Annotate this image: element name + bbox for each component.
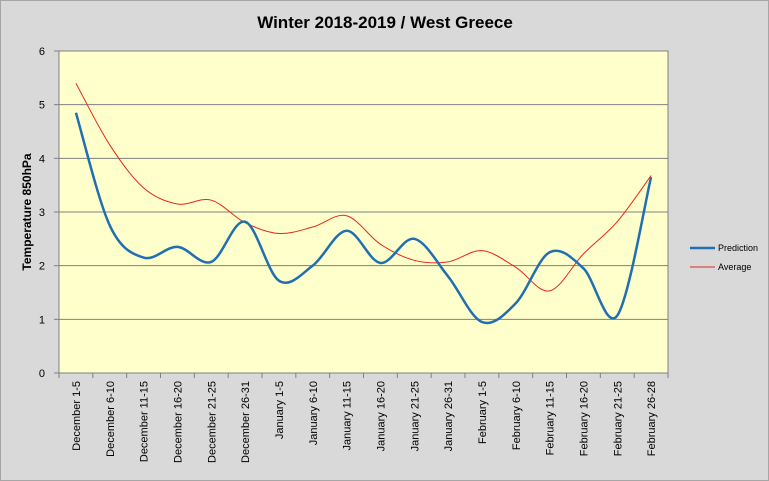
x-tick-label: February 16-20 [578,381,590,456]
y-tick-label: 5 [39,100,45,112]
x-tick-label: January 21-25 [409,381,421,451]
x-tick-label: December 21-25 [206,381,218,463]
x-tick-label: February 6-10 [511,381,523,450]
y-tick-label: 3 [39,207,45,219]
series-line-prediction [74,112,653,325]
x-tick-label: January 6-10 [308,381,320,445]
x-tick-label: February 11-15 [545,381,557,455]
x-tick-label: December 1-5 [71,381,83,451]
x-tick-label: December 26-31 [240,381,252,463]
chart-title: Winter 2018-2019 / West Greece [257,13,513,32]
y-tick-label: 0 [39,368,45,380]
y-tick-label: 6 [39,46,45,58]
x-tick-label: December 6-10 [105,381,117,457]
y-tick-label: 4 [39,153,45,165]
x-tick-label: December 16-20 [172,381,184,463]
gridlines [59,104,668,320]
y-tick-label: 1 [39,314,45,326]
legend: Prediction Average [690,243,758,272]
series-line-average [75,82,652,292]
x-tick-label: January 11-15 [342,381,354,451]
x-axis-ticks: December 1-5 December 6-10 December 11-15 D… [58,373,669,463]
y-axis-ticks: 0 1 2 3 4 5 6 [39,46,59,380]
x-tick-label: February 1-5 [477,381,489,444]
x-tick-label: February 26-28 [646,381,658,456]
x-tick-label: February 21-25 [612,381,624,456]
y-tick-label: 2 [39,261,45,273]
legend-label-average: Average [718,262,751,272]
y-axis-label: Temperature 850hPa [20,153,34,270]
x-tick-label: December 11-15 [139,381,151,462]
legend-label-prediction: Prediction [718,243,758,253]
series-lines [74,82,653,325]
x-tick-label: January 1-5 [274,381,286,439]
x-tick-label: January 26-31 [443,381,455,451]
x-tick-label: January 16-20 [375,381,387,451]
